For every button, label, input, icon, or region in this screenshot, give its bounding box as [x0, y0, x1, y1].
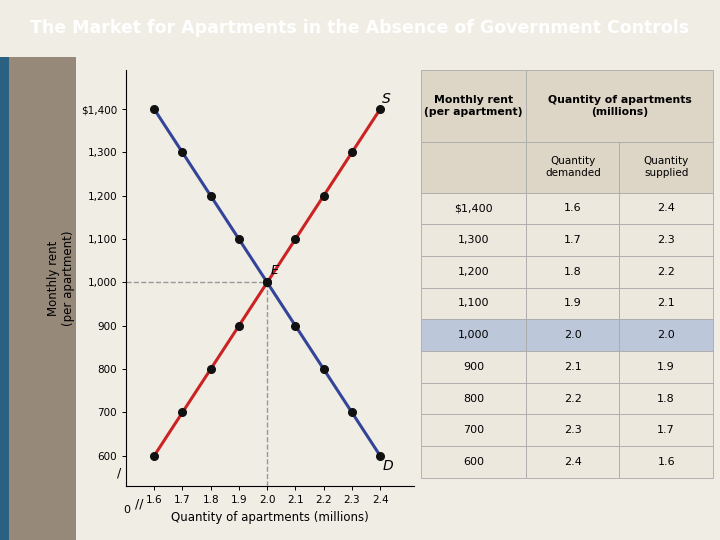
Bar: [421, 192, 526, 224]
Text: 2.4: 2.4: [657, 204, 675, 213]
Bar: [526, 192, 619, 224]
Text: 2.1: 2.1: [657, 299, 675, 308]
Bar: [526, 224, 619, 256]
Y-axis label: Monthly rent
(per apartment): Monthly rent (per apartment): [48, 231, 75, 326]
Bar: [526, 415, 619, 446]
Bar: [619, 415, 713, 446]
Text: Quantity
demanded: Quantity demanded: [545, 156, 600, 178]
Bar: [526, 288, 619, 319]
Bar: [526, 70, 713, 141]
Text: 2.3: 2.3: [657, 235, 675, 245]
Bar: [421, 319, 526, 351]
Bar: [421, 446, 526, 478]
Text: 1.7: 1.7: [657, 426, 675, 435]
Bar: [619, 383, 713, 415]
Bar: [526, 256, 619, 288]
Bar: [421, 415, 526, 446]
Text: 1.8: 1.8: [564, 267, 582, 277]
Text: 800: 800: [463, 394, 485, 403]
Bar: [421, 256, 526, 288]
Bar: [9, 57, 76, 540]
Text: 1,200: 1,200: [458, 267, 490, 277]
Text: 1,100: 1,100: [458, 299, 490, 308]
Text: 1.6: 1.6: [564, 204, 582, 213]
Text: Quantity of apartments
(millions): Quantity of apartments (millions): [548, 95, 691, 117]
Text: 1.7: 1.7: [564, 235, 582, 245]
Text: 1.8: 1.8: [657, 394, 675, 403]
Text: 2.2: 2.2: [564, 394, 582, 403]
Bar: [421, 70, 526, 141]
Text: 900: 900: [463, 362, 485, 372]
Text: 1.9: 1.9: [564, 299, 582, 308]
Bar: [526, 446, 619, 478]
Text: /: /: [117, 466, 121, 479]
Text: Monthly rent
(per apartment): Monthly rent (per apartment): [424, 95, 523, 117]
Text: E: E: [271, 264, 279, 277]
Text: 1,000: 1,000: [458, 330, 490, 340]
Bar: [619, 288, 713, 319]
Bar: [526, 141, 619, 192]
Bar: [421, 141, 526, 192]
Bar: [0, 57, 9, 540]
Bar: [619, 446, 713, 478]
Text: 600: 600: [463, 457, 484, 467]
Text: 1.6: 1.6: [657, 457, 675, 467]
Bar: [526, 383, 619, 415]
Text: //: //: [135, 498, 144, 511]
Bar: [526, 319, 619, 351]
Text: 2.0: 2.0: [657, 330, 675, 340]
Bar: [421, 288, 526, 319]
Text: D: D: [382, 459, 393, 473]
Bar: [619, 319, 713, 351]
Text: 0: 0: [123, 505, 130, 515]
Bar: [619, 224, 713, 256]
Text: 2.0: 2.0: [564, 330, 582, 340]
Bar: [619, 256, 713, 288]
Text: 1,300: 1,300: [458, 235, 490, 245]
Text: Quantity
supplied: Quantity supplied: [644, 156, 689, 178]
Bar: [619, 192, 713, 224]
Text: S: S: [382, 92, 391, 106]
Bar: [421, 224, 526, 256]
Bar: [421, 383, 526, 415]
Bar: [526, 351, 619, 383]
Text: 2.4: 2.4: [564, 457, 582, 467]
Text: $1,400: $1,400: [454, 204, 493, 213]
Text: 1.9: 1.9: [657, 362, 675, 372]
Text: 700: 700: [463, 426, 485, 435]
Text: 2.2: 2.2: [657, 267, 675, 277]
Bar: [619, 141, 713, 192]
Text: 2.3: 2.3: [564, 426, 582, 435]
Text: The Market for Apartments in the Absence of Government Controls: The Market for Apartments in the Absence…: [30, 19, 690, 37]
Bar: [619, 351, 713, 383]
Text: 2.1: 2.1: [564, 362, 582, 372]
X-axis label: Quantity of apartments (millions): Quantity of apartments (millions): [171, 511, 369, 524]
Bar: [421, 351, 526, 383]
